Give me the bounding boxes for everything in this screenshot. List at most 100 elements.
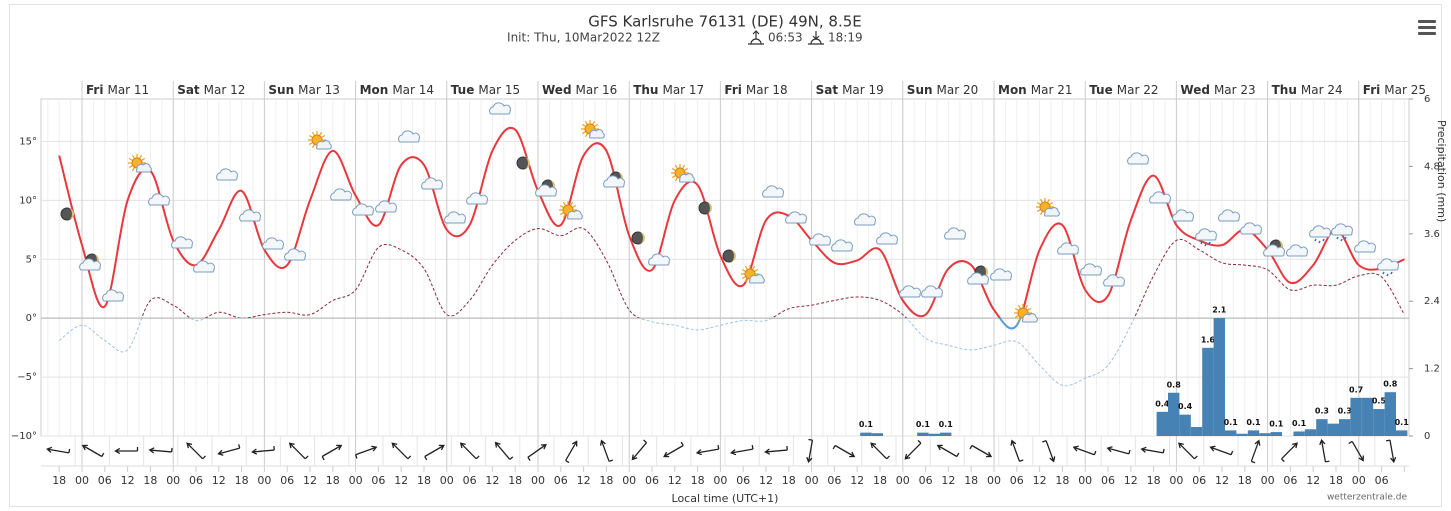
- sun-ray: [128, 157, 133, 162]
- precip-label: 0.7: [1349, 385, 1363, 394]
- day-date: Mar 18: [746, 83, 788, 97]
- day-label: Sat Mar 19: [816, 83, 884, 97]
- cloud-icon: [990, 268, 1012, 281]
- sun-ray: [321, 134, 326, 139]
- sun-ray: [1017, 317, 1022, 322]
- day-label: Sun Mar 13: [268, 83, 339, 97]
- rain-drop: [1390, 271, 1393, 275]
- sun-ray: [741, 268, 746, 273]
- moon-icon: [698, 201, 712, 215]
- cloud-shape: [148, 193, 170, 206]
- cloud-icon: [79, 258, 101, 271]
- precip-bar: [1156, 411, 1168, 436]
- precip-bar: [1247, 430, 1260, 436]
- credit: wetterzentrale.de: [1327, 493, 1408, 503]
- cloud-icon: [330, 188, 352, 201]
- day-weekday: Thu: [633, 83, 658, 97]
- x-tick-label: 06: [1010, 474, 1024, 487]
- wind-arrow: [1140, 446, 1165, 454]
- cloud-shape: [535, 184, 557, 197]
- x-tick-label: 18: [1055, 474, 1069, 487]
- y-tick-label: 10°: [19, 195, 37, 206]
- precip-label: 0.8: [1167, 380, 1182, 389]
- day-label: Thu Mar 17: [633, 83, 704, 97]
- day-weekday: Sat: [177, 83, 200, 97]
- cloud-shape: [1377, 258, 1399, 271]
- sun-ray: [744, 265, 749, 270]
- cloud-shape: [1309, 225, 1331, 238]
- wind-arrow: [1042, 440, 1056, 463]
- moon-crescent: [639, 232, 645, 244]
- cloud-shape: [1149, 191, 1171, 204]
- wind-arrow: [870, 442, 890, 460]
- cloud-shape: [1103, 274, 1125, 287]
- x-tick-label: 12: [1306, 474, 1320, 487]
- sun-ray: [311, 131, 316, 136]
- precip-label: 0.1: [1269, 420, 1284, 429]
- sun-ray: [1036, 208, 1041, 213]
- rain-icon: [1377, 258, 1399, 277]
- cloud-icon: [1286, 244, 1308, 257]
- day-label: Sun Mar 20: [907, 83, 978, 97]
- day-date: Mar 13: [298, 83, 340, 97]
- cloud-icon: [785, 211, 807, 224]
- wind-arrow: [81, 444, 105, 458]
- cloud-shape: [1331, 223, 1353, 236]
- x-tick-label: 18: [52, 474, 66, 487]
- x-tick-label: 12: [1033, 474, 1047, 487]
- line-below-zero: [58, 318, 1135, 387]
- x-tick-label: 18: [782, 474, 796, 487]
- y2-tick-label: 2.4: [1424, 296, 1440, 307]
- precip-bar: [1259, 433, 1271, 436]
- x-tick-label: 00: [1169, 474, 1183, 487]
- day-weekday: Sun: [268, 83, 294, 97]
- wind-arrow: [1209, 445, 1234, 456]
- sun-ray: [572, 204, 577, 209]
- x-tick-label: 00: [713, 474, 727, 487]
- cloud-shape: [1195, 228, 1217, 241]
- day-weekday: Mon: [360, 83, 389, 97]
- wind-arrow: [936, 444, 960, 458]
- sun-ray: [681, 164, 686, 169]
- moon-icon: [60, 207, 74, 221]
- day-date: Mar 12: [204, 83, 246, 97]
- sun-ray: [674, 177, 679, 182]
- day-label: Thu Mar 24: [1272, 83, 1343, 97]
- x-tick-label: 00: [1352, 474, 1366, 487]
- x-tick-label: 00: [531, 474, 545, 487]
- day-date: Mar 14: [392, 83, 434, 97]
- day-date: Mar 23: [1214, 83, 1256, 97]
- cloud-icon: [148, 193, 170, 206]
- cloud-shape: [1263, 244, 1285, 257]
- sun-ray: [559, 211, 564, 216]
- day-date: Mar 16: [576, 83, 618, 97]
- menu-button[interactable]: [1418, 20, 1436, 35]
- precip-bar: [1339, 419, 1351, 436]
- wind-arrow: [904, 439, 922, 460]
- cloud-shape: [785, 211, 807, 224]
- cloud-icon: [1057, 242, 1079, 255]
- day-weekday: Thu: [1272, 83, 1297, 97]
- day-date: Mar 21: [1031, 83, 1073, 97]
- precip-bar: [1316, 419, 1328, 436]
- sun-ray: [674, 164, 679, 169]
- sun-ray: [744, 278, 749, 283]
- x-tick-label: 12: [941, 474, 955, 487]
- cloud-icon: [831, 239, 853, 252]
- sunrise-time: 06:53: [768, 31, 803, 45]
- cloud-shape: [79, 258, 101, 271]
- day-weekday: Tue: [1089, 83, 1113, 97]
- day-label: Tue Mar 22: [1089, 83, 1158, 97]
- x-axis-title: Local time (UTC+1): [672, 492, 779, 505]
- wind-arrow: [663, 441, 684, 458]
- wind-arrow: [1319, 438, 1330, 463]
- sun-ray: [591, 120, 596, 125]
- wind-arrow: [1178, 442, 1198, 460]
- day-label: Tue Mar 15: [451, 83, 520, 97]
- x-tick-label: 06: [1101, 474, 1115, 487]
- sun-ray: [671, 174, 676, 179]
- x-tick-label: 12: [668, 474, 682, 487]
- day-label: Wed Mar 16: [542, 83, 617, 97]
- rain-drop: [1382, 271, 1385, 275]
- wind-arrow: [354, 445, 378, 459]
